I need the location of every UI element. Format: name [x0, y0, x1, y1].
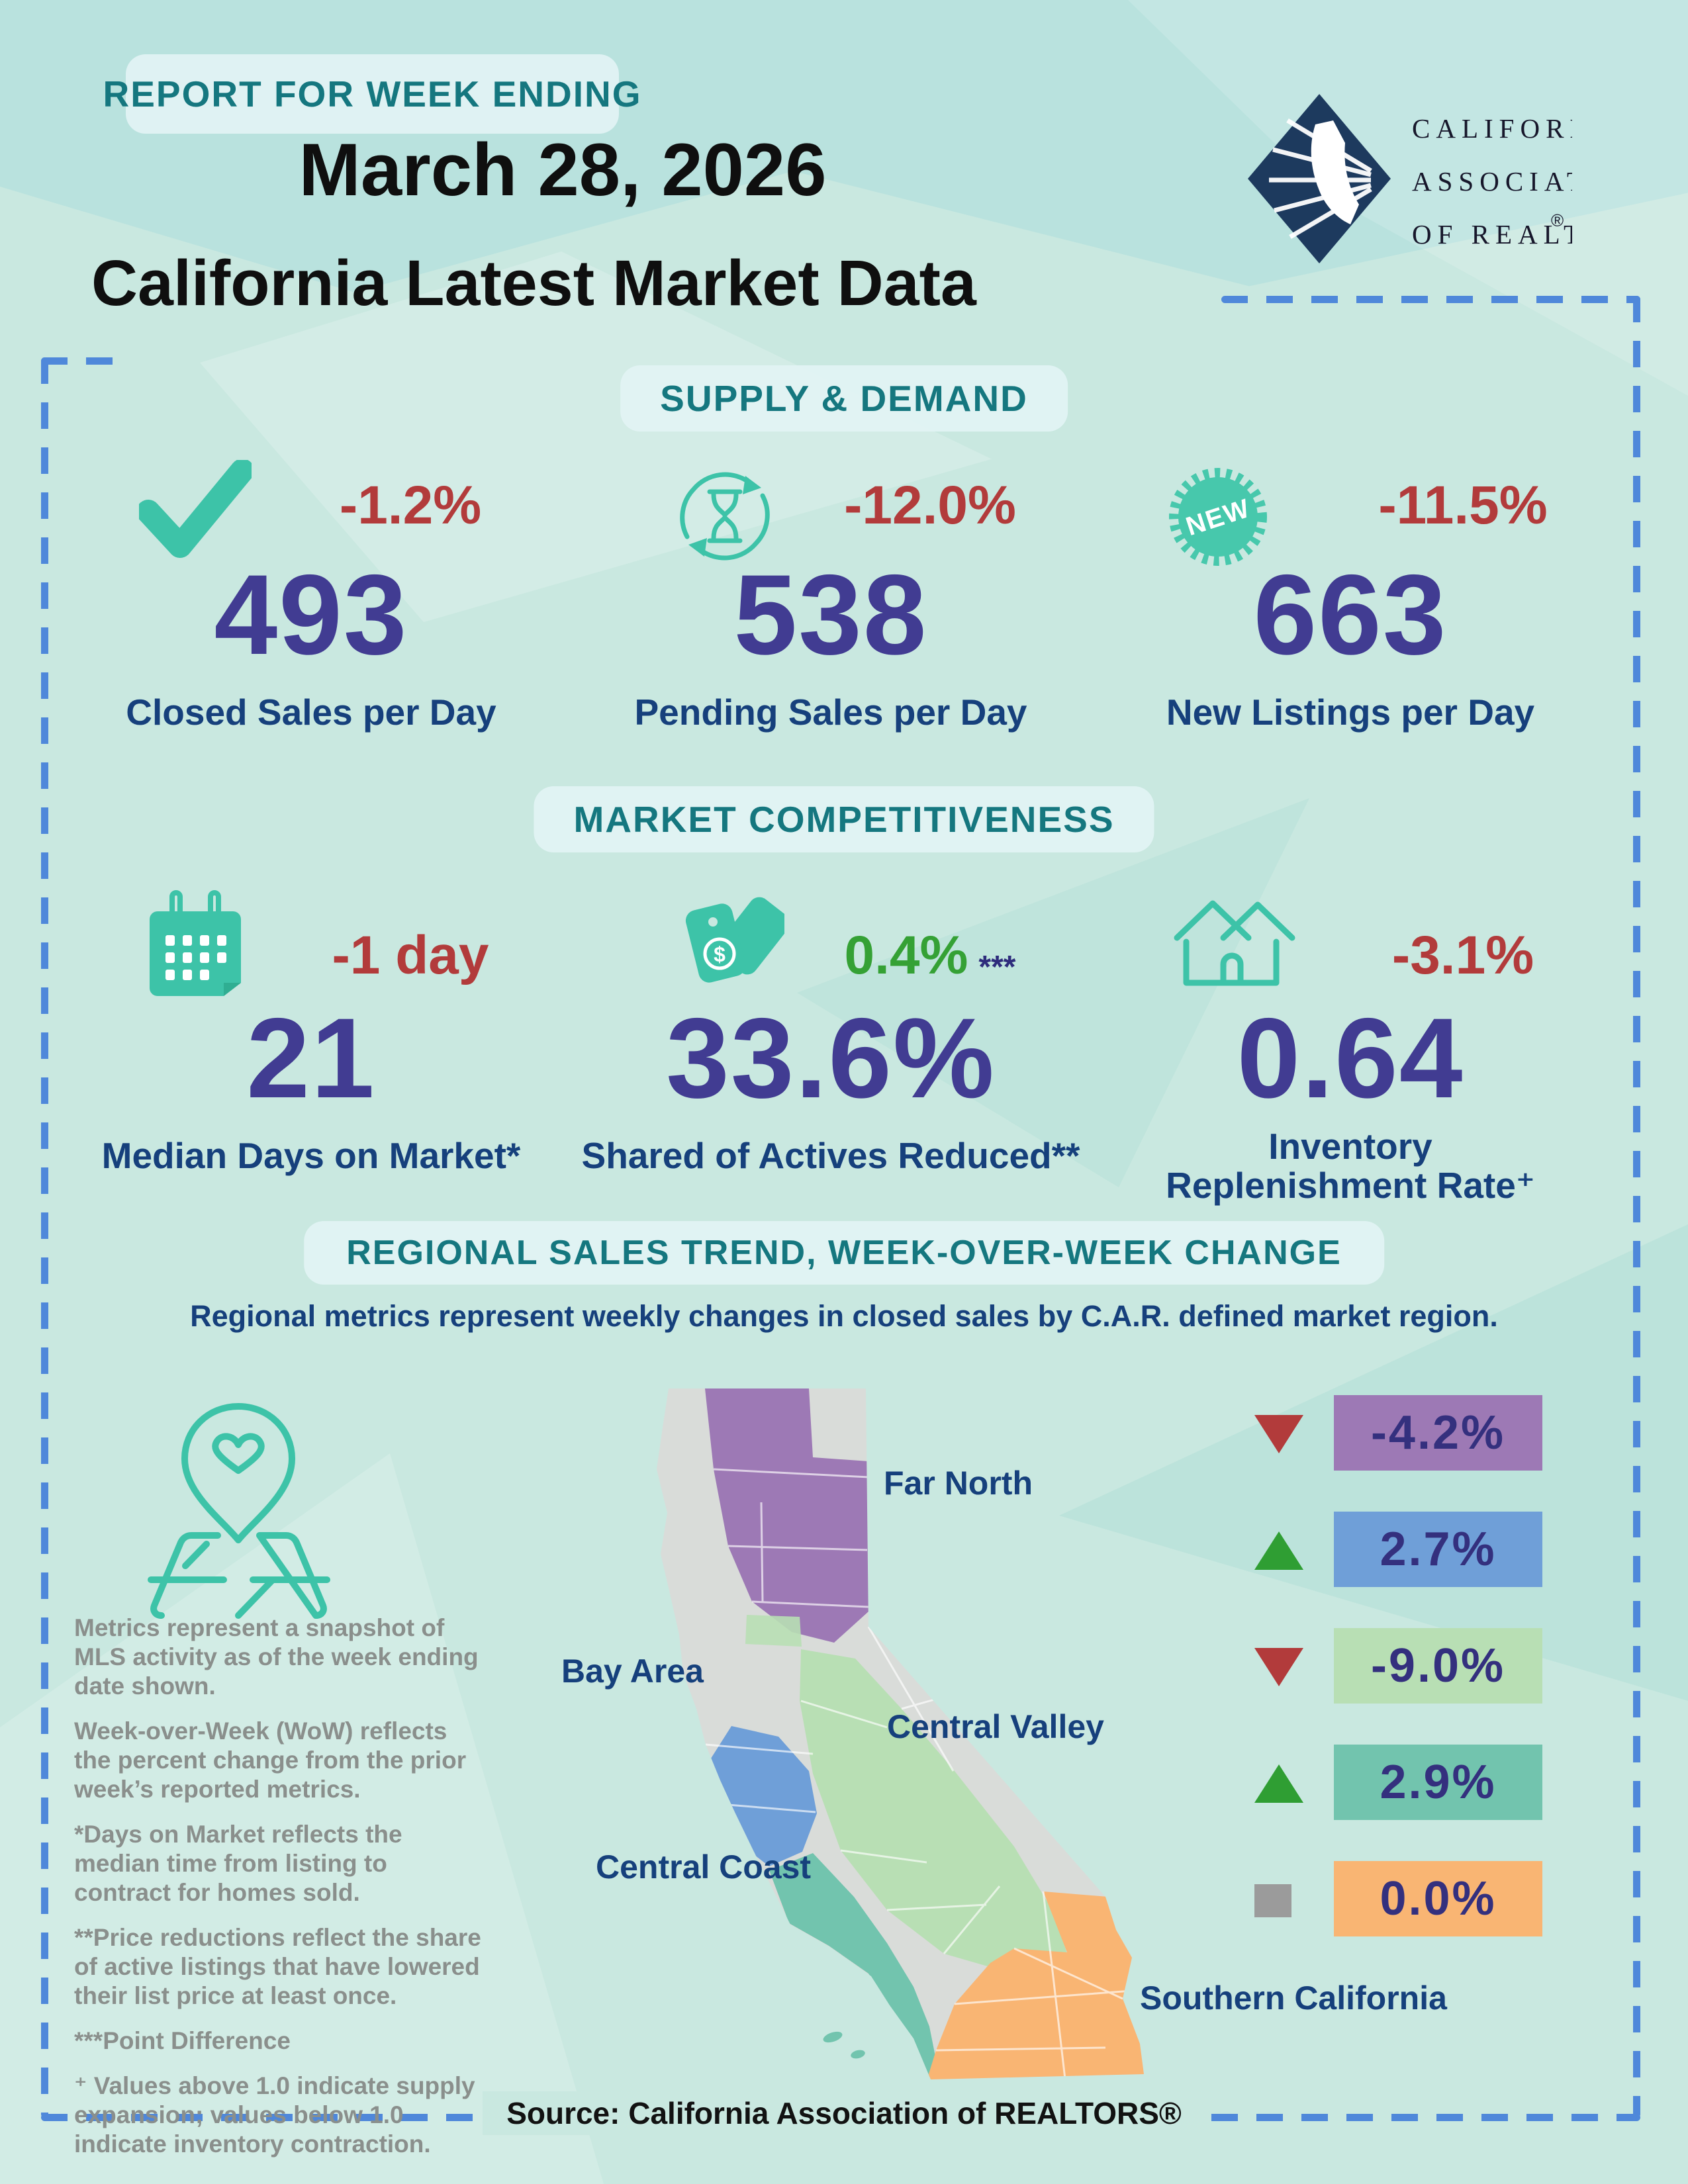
new-starburst-icon: NEW: [1169, 468, 1267, 566]
check-icon: [139, 460, 252, 558]
channel-island: [851, 2050, 865, 2059]
note-snapshot: Metrics represent a snapshot of MLS acti…: [74, 1614, 479, 1700]
new-listings-value: 663: [1253, 551, 1448, 678]
metric-inventory-replenishment: -3.1% 0.64 Inventory Replenishment Rate⁺: [1099, 884, 1602, 1214]
inventory-replenishment-change: -3.1%: [1391, 925, 1534, 985]
legend-row-central-valley: -9.0%: [1244, 1628, 1556, 1704]
price-tags-icon: $: [685, 897, 784, 983]
legend-value-far-north: -4.2%: [1334, 1395, 1542, 1471]
trend-down-icon: [1254, 1648, 1303, 1686]
map-label-southern-california: Southern California: [1140, 1979, 1447, 2017]
regional-trend-badge: REGIONAL SALES TREND, WEEK-OVER-WEEK CHA…: [304, 1221, 1384, 1285]
report-week-badge: REPORT FOR WEEK ENDING: [103, 54, 641, 134]
note-replenishment: ⁺ Values above 1.0 indicate supply expan…: [74, 2072, 475, 2158]
inventory-replenishment-label: Inventory Replenishment Rate⁺: [1166, 1126, 1535, 1206]
closed-sales-change: -1.2%: [339, 475, 482, 535]
market-competitiveness-badge: MARKET COMPETITIVENESS: [534, 786, 1154, 852]
note-wow: Week-over-Week (WoW) reflects the percen…: [74, 1717, 467, 1803]
source-text: Source: California Association of REALTO…: [483, 2091, 1205, 2135]
california-map: [657, 1388, 1144, 2079]
map-region-far-north: [705, 1388, 868, 1643]
supply-demand-badge: SUPPLY & DEMAND: [620, 365, 1068, 432]
channel-island: [823, 2031, 843, 2043]
note-days-on-market: *Days on Market reflects the median time…: [74, 1821, 402, 1906]
map-region-central-valley: [800, 1649, 1067, 1971]
metric-closed-sales: -1.2% 493 Closed Sales per Day: [60, 460, 563, 745]
note-price-reductions: **Price reductions reflect the share of …: [74, 1924, 481, 2009]
legend-value-central-coast: 2.9%: [1334, 1745, 1542, 1820]
inventory-replenishment-value: 0.64: [1237, 995, 1464, 1122]
metric-days-on-market: -1 day 21 Median Days on Market*: [60, 884, 563, 1214]
page-title: California Latest Market Data: [91, 247, 976, 319]
actives-reduced-label: Shared of Actives Reduced**: [581, 1135, 1080, 1176]
actives-reduced-value: 33.6%: [666, 995, 996, 1122]
actives-reduced-change: 0.4% ***: [844, 925, 1016, 985]
metric-pending-sales: -12.0% 538 Pending Sales per Day: [579, 460, 1082, 745]
trend-down-icon: [1254, 1415, 1303, 1453]
legend-row-far-north: -4.2%: [1244, 1395, 1556, 1471]
new-listings-change: -11.5%: [1378, 475, 1548, 535]
pending-sales-label: Pending Sales per Day: [634, 692, 1027, 733]
car-logo: CALIFORNIA ASSOCIATION OF REALTORS ®: [1248, 94, 1572, 263]
report-week-badge-label: REPORT FOR WEEK ENDING: [103, 73, 642, 114]
logo-line3: OF REALTORS: [1412, 219, 1572, 250]
legend-row-southern-california: 0.0%: [1244, 1861, 1556, 1936]
footnotes: Metrics represent a snapshot of MLS acti…: [74, 1614, 488, 2175]
legend-value-southern-california: 0.0%: [1334, 1861, 1542, 1936]
svg-text:$: $: [714, 942, 726, 966]
map-pin-heart-icon: [148, 1403, 330, 1619]
frame-right: [1633, 296, 1640, 2118]
map-label-bay-area: Bay Area: [561, 1653, 704, 1690]
map-label-central-valley: Central Valley: [887, 1708, 1104, 1745]
days-on-market-change: -1 day: [332, 925, 489, 985]
report-date: March 28, 2026: [299, 128, 827, 211]
legend-row-bay-area: 2.7%: [1244, 1512, 1556, 1587]
map-label-far-north: Far North: [884, 1465, 1033, 1502]
legend-value-bay-area: 2.7%: [1334, 1512, 1542, 1587]
trend-flat-icon: [1254, 1884, 1291, 1917]
closed-sales-value: 493: [214, 551, 408, 678]
new-listings-label: New Listings per Day: [1166, 692, 1535, 733]
houses-icon: [1174, 900, 1295, 986]
map-label-central-coast: Central Coast: [596, 1848, 812, 1886]
logo-line2: ASSOCIATION: [1412, 166, 1572, 197]
metric-new-listings: NEW -11.5% 663 New Listings per Day: [1099, 460, 1602, 745]
trend-up-icon: [1254, 1764, 1303, 1803]
days-on-market-label: Median Days on Market*: [101, 1135, 521, 1176]
source-line: Source: California Association of REALTO…: [0, 2091, 1688, 2135]
point-difference-note: ***: [978, 950, 1016, 985]
map-region-valley-strip: [745, 1615, 802, 1647]
note-point-difference: ***Point Difference: [74, 2027, 291, 2054]
frame-left: [41, 357, 48, 2118]
map-region-central-coast: [769, 1853, 937, 2079]
logo-line1: CALIFORNIA: [1412, 113, 1572, 144]
frame-top-left-stub: [41, 357, 120, 365]
legend-row-central-coast: 2.9%: [1244, 1745, 1556, 1820]
trend-up-icon: [1254, 1531, 1303, 1570]
calendar-icon: [150, 890, 241, 996]
logo-registered: ®: [1551, 210, 1564, 230]
pending-sales-change: -12.0%: [844, 475, 1016, 535]
metric-actives-reduced: $ 0.4% *** 33.6% Shared of Actives Reduce…: [579, 884, 1082, 1214]
legend-value-central-valley: -9.0%: [1334, 1628, 1542, 1704]
logo-california-shape: [1311, 120, 1359, 224]
days-on-market-value: 21: [246, 995, 376, 1122]
regional-subtitle: Regional metrics represent weekly change…: [190, 1299, 1498, 1333]
frame-top-right-stub: [1221, 296, 1640, 303]
hourglass-cycle-icon: [680, 472, 770, 561]
closed-sales-label: Closed Sales per Day: [126, 692, 496, 733]
pending-sales-value: 538: [733, 551, 928, 678]
